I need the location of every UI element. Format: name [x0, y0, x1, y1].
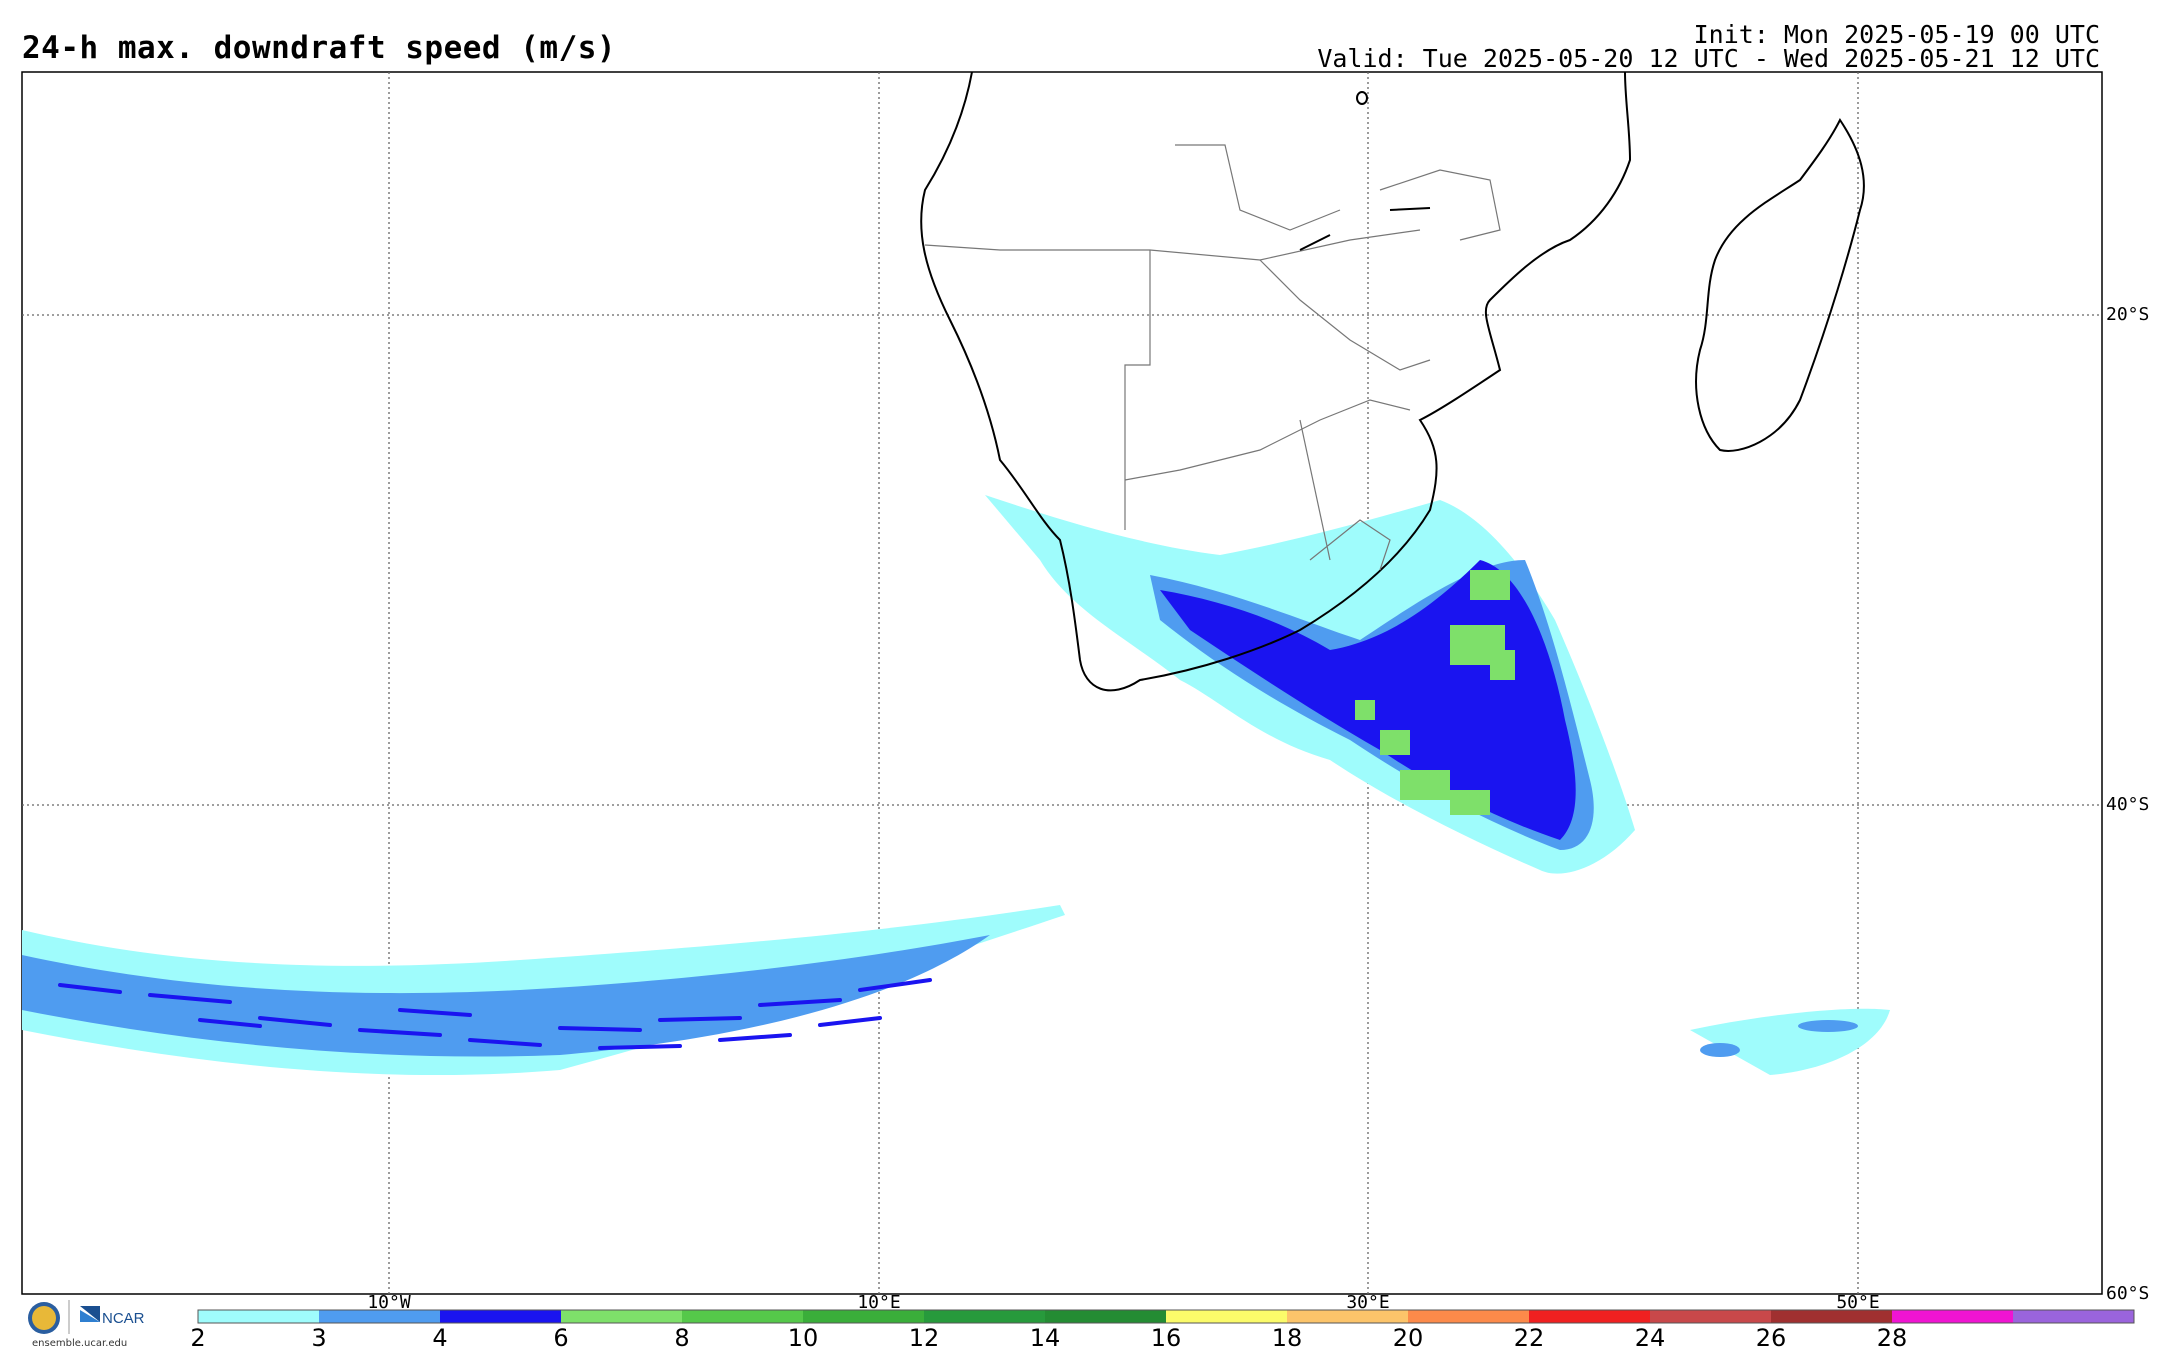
colorbar-swatch	[1650, 1310, 1771, 1323]
colorbar-tick-label: 3	[311, 1324, 327, 1352]
colorbar-outline	[197, 1309, 2135, 1324]
ncar-logo: NCAR	[80, 1306, 145, 1327]
southern-ocean-patch	[1690, 1008, 1890, 1075]
madagascar-outline	[1695, 118, 1865, 452]
colorbar-tick-label: 8	[674, 1324, 690, 1352]
latitude-label-20s: 20°S	[2106, 304, 2150, 325]
southeast-africa-downdraft-region	[985, 495, 1635, 874]
latitude-label-60s: 60°S	[2106, 1283, 2150, 1304]
colorbar-swatch	[2013, 1310, 2134, 1323]
atlantic-downdraft-band	[22, 905, 1065, 1076]
colorbar-tick-label: 16	[1150, 1324, 1182, 1352]
latitude-label-40s: 40°S	[2106, 794, 2150, 815]
init-time: Init: Mon 2025-05-19 00 UTC	[1693, 20, 2100, 49]
colorbar	[197, 1309, 2135, 1324]
country-borders	[924, 144, 1501, 571]
colorbar-tick-label: 22	[1513, 1324, 1545, 1352]
lakes	[1299, 91, 1431, 251]
longitude-label-10w: 10°W	[367, 1292, 411, 1313]
africa-coastline	[920, 72, 1632, 692]
colorbar-swatch	[561, 1310, 682, 1323]
colorbar-swatch	[1529, 1310, 1650, 1323]
website-url: ensemble.ucar.edu	[32, 1338, 128, 1349]
colorbar-swatch	[1892, 1310, 2013, 1323]
valid-time-range: Valid: Tue 2025-05-20 12 UTC - Wed 2025-…	[1317, 44, 2100, 73]
colorbar-tick-label: 12	[908, 1324, 940, 1352]
colorbar-swatch	[1166, 1310, 1287, 1323]
longitude-label-30e: 30°E	[1346, 1292, 1390, 1313]
colorbar-tick-label: 28	[1876, 1324, 1908, 1352]
svg-text:NCAR: NCAR	[102, 1310, 145, 1327]
colorbar-tick-label: 24	[1634, 1324, 1666, 1352]
colorbar-swatch	[1045, 1310, 1166, 1323]
map-title: 24-h max. downdraft speed (m/s)	[22, 30, 617, 66]
colorbar-tick-label: 2	[190, 1324, 206, 1352]
colorbar-swatch	[924, 1310, 1045, 1323]
colorbar-swatch	[803, 1310, 924, 1323]
colorbar-swatch	[1771, 1310, 1892, 1323]
nsf-logo	[28, 1302, 60, 1334]
map-frame	[21, 71, 2103, 1295]
colorbar-swatch	[1287, 1310, 1408, 1323]
longitude-label-10e: 10°E	[857, 1292, 901, 1313]
colorbar-tick-label: 14	[1029, 1324, 1061, 1352]
colorbar-tick-label: 10	[787, 1324, 819, 1352]
colorbar-tick-label: 6	[553, 1324, 569, 1352]
colorbar-tick-label: 26	[1755, 1324, 1787, 1352]
colorbar-swatch	[1408, 1310, 1529, 1323]
colorbar-tick-label: 20	[1392, 1324, 1424, 1352]
colorbar-swatch	[319, 1310, 440, 1323]
colorbar-tick-label: 4	[432, 1324, 448, 1352]
longitude-label-50e: 50°E	[1836, 1292, 1880, 1313]
colorbar-swatch	[440, 1310, 561, 1323]
colorbar-swatch	[682, 1310, 803, 1323]
colorbar-tick-label: 18	[1271, 1324, 1303, 1352]
colorbar-swatch	[198, 1310, 319, 1323]
